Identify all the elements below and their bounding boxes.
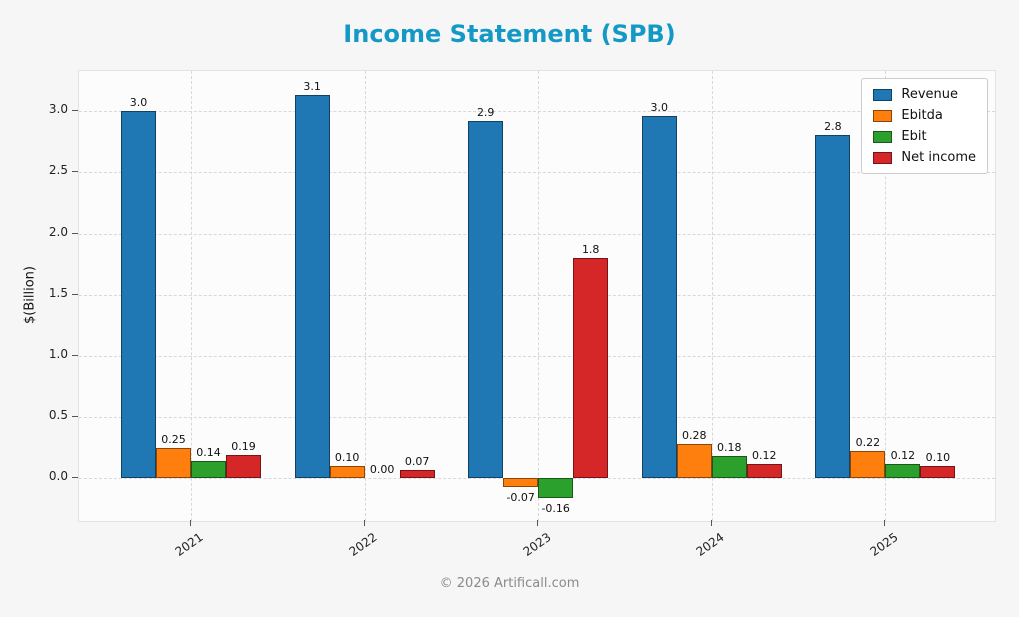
x-gridline bbox=[885, 71, 887, 521]
x-gridline bbox=[191, 71, 192, 521]
bar-value-label: 0.10 bbox=[925, 450, 951, 464]
legend: Revenue Ebitda Ebit Net income bbox=[861, 78, 988, 174]
y-tick-label: 1.0 bbox=[48, 346, 68, 361]
x-tick-label: 2021 bbox=[172, 530, 207, 559]
bar-net-income bbox=[920, 465, 956, 479]
y-gridline bbox=[79, 355, 995, 357]
y-tick-mark bbox=[72, 110, 78, 112]
x-tick-label: 2022 bbox=[346, 530, 380, 559]
y-tick-label: 0.0 bbox=[48, 469, 68, 484]
y-tick-mark bbox=[72, 354, 78, 356]
bar-value-label: 1.8 bbox=[581, 243, 600, 257]
x-gridline bbox=[711, 71, 713, 521]
legend-item: Net income bbox=[873, 150, 976, 165]
y-tick-mark bbox=[72, 416, 78, 418]
legend-swatch-net-income bbox=[873, 151, 893, 164]
bar-revenue bbox=[641, 116, 677, 479]
y-gridline bbox=[79, 172, 995, 174]
bar-ebitda bbox=[676, 443, 712, 479]
chart-title: Income Statement (SPB) bbox=[343, 20, 676, 48]
legend-label: Net income bbox=[901, 150, 976, 165]
bar-value-label: 2.9 bbox=[476, 106, 495, 120]
legend-label: Ebit bbox=[901, 129, 927, 144]
y-tick-mark bbox=[72, 232, 78, 234]
bar-ebitda bbox=[156, 447, 191, 479]
bar-value-label: 0.07 bbox=[404, 454, 430, 468]
y-tick-label: 2.5 bbox=[48, 163, 68, 178]
bar-value-label: 0.14 bbox=[196, 446, 221, 460]
bar-value-label: 0.22 bbox=[855, 436, 881, 450]
bar-ebit bbox=[538, 478, 574, 498]
legend-swatch-ebit bbox=[873, 130, 893, 143]
x-tick-mark bbox=[537, 520, 539, 526]
legend-item: Ebitda bbox=[873, 108, 976, 123]
bar-ebitda bbox=[329, 465, 365, 479]
legend-swatch-revenue bbox=[873, 88, 893, 101]
bar-value-label: -0.07 bbox=[506, 490, 535, 504]
bar-value-label: 0.25 bbox=[161, 432, 186, 446]
x-tick-label: 2024 bbox=[693, 530, 727, 559]
bar-net-income bbox=[573, 258, 609, 479]
bar-ebit bbox=[191, 461, 226, 479]
legend-item: Ebit bbox=[873, 129, 976, 144]
y-tick-mark bbox=[72, 171, 78, 173]
bar-ebitda bbox=[503, 478, 539, 487]
bar-value-label: 3.0 bbox=[650, 101, 669, 115]
bar-value-label: 0.12 bbox=[890, 448, 916, 462]
bar-value-label: 0.28 bbox=[682, 428, 707, 442]
y-gridline bbox=[79, 233, 995, 235]
bar-value-label: 0.19 bbox=[231, 439, 256, 453]
legend-label: Revenue bbox=[901, 87, 959, 102]
y-tick-label: 1.5 bbox=[48, 285, 68, 300]
x-tick-mark bbox=[190, 520, 191, 526]
legend-label: Ebitda bbox=[901, 108, 943, 123]
y-tick-label: 0.5 bbox=[48, 408, 68, 423]
y-tick-mark bbox=[72, 477, 78, 479]
x-gridline bbox=[364, 71, 366, 521]
x-tick-mark bbox=[363, 520, 365, 526]
legend-swatch-ebitda bbox=[873, 109, 893, 122]
bar-value-label: 0.10 bbox=[334, 450, 360, 464]
y-tick-label: 3.0 bbox=[48, 102, 68, 117]
bar-ebitda bbox=[850, 451, 886, 479]
bar-revenue bbox=[468, 121, 504, 479]
bar-revenue bbox=[294, 95, 330, 479]
x-tick-mark bbox=[710, 520, 712, 526]
bar-ebit bbox=[711, 456, 747, 479]
footer-text: © 2026 Artificall.com bbox=[439, 576, 580, 591]
x-tick-label: 2023 bbox=[520, 530, 554, 559]
bar-net-income bbox=[226, 454, 261, 479]
bar-net-income bbox=[399, 469, 435, 479]
bar-ebit bbox=[885, 463, 921, 479]
bar-value-label: 0.12 bbox=[752, 448, 777, 462]
bar-value-label: 0.00 bbox=[369, 463, 395, 477]
y-gridline bbox=[79, 294, 995, 296]
legend-item: Revenue bbox=[873, 87, 976, 102]
bar-value-label: -0.16 bbox=[541, 501, 570, 515]
y-gridline bbox=[79, 111, 995, 113]
bar-revenue bbox=[815, 134, 851, 479]
y-gridline bbox=[79, 417, 995, 419]
bar-value-label: 0.18 bbox=[717, 441, 742, 455]
x-tick-mark bbox=[884, 520, 886, 526]
bar-value-label: 2.8 bbox=[824, 119, 842, 133]
bar-revenue bbox=[121, 111, 156, 479]
x-tick-label: 2025 bbox=[867, 530, 901, 559]
y-tick-mark bbox=[72, 293, 78, 295]
bar-net-income bbox=[746, 463, 782, 479]
bar-value-label: 3.1 bbox=[303, 80, 321, 94]
bar-value-label: 3.0 bbox=[129, 96, 148, 110]
y-tick-label: 2.0 bbox=[48, 224, 68, 239]
x-gridline bbox=[538, 71, 540, 521]
plot-area: 3.0 3.1 2.9 3.0 2.8 0.25 0.10 -0.07 0.28 0.22 0.14… bbox=[78, 70, 996, 522]
